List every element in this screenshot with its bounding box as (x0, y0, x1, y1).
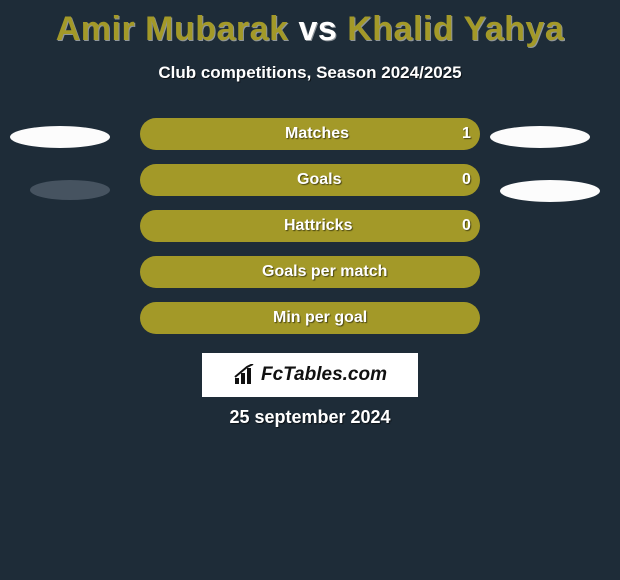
stat-row: Hattricks 0 (0, 210, 620, 256)
stat-row: Min per goal (0, 302, 620, 348)
side-pod (500, 180, 600, 202)
date-text: 25 september 2024 (0, 407, 620, 428)
stat-label: Hattricks (284, 210, 352, 242)
vs-text: vs (298, 10, 337, 48)
fctables-logo: FcTables.com (233, 364, 387, 386)
subtitle: Club competitions, Season 2024/2025 (0, 63, 620, 83)
page-root: Amir Mubarak vs Khalid Yahya Club compet… (0, 0, 620, 580)
stat-value-right: 0 (462, 164, 471, 196)
player1-name: Amir Mubarak (56, 10, 289, 48)
page-title: Amir Mubarak vs Khalid Yahya (0, 0, 620, 49)
stat-label: Min per goal (273, 302, 367, 334)
stat-value-right: 0 (462, 210, 471, 242)
stat-label: Matches (285, 118, 349, 150)
side-pod (490, 126, 590, 148)
side-pod (10, 126, 110, 148)
stat-label: Goals per match (262, 256, 387, 288)
logo-box: FcTables.com (202, 353, 418, 397)
bars-icon (233, 364, 257, 386)
logo-text: FcTables.com (261, 364, 387, 386)
stat-value-right: 1 (462, 118, 471, 150)
player2-name: Khalid Yahya (347, 10, 564, 48)
stat-label: Goals (297, 164, 341, 196)
stat-row: Goals per match (0, 256, 620, 302)
side-pod (30, 180, 110, 200)
stat-bars: Matches 1 Goals 0 Hattricks 0 Goals per match M… (0, 118, 620, 348)
